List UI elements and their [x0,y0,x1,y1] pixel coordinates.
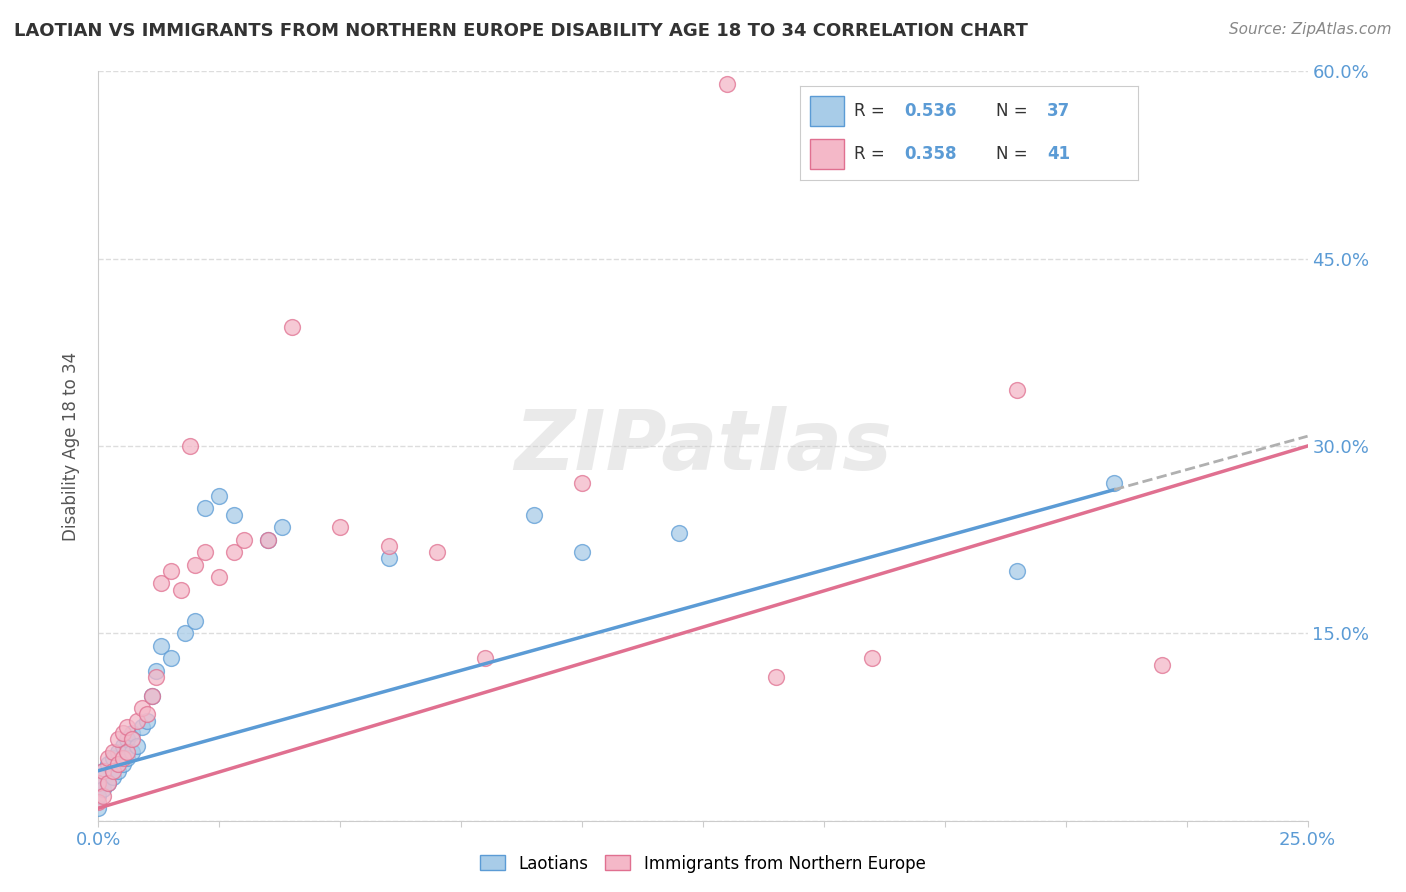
Point [145,664,167,678]
Point [101,764,124,778]
Point [111,751,134,765]
Text: ZIPatlas: ZIPatlas [515,406,891,486]
Point [107,732,129,747]
Point [107,757,129,772]
Point [141,689,163,703]
Point [87,795,110,809]
Point [377,539,399,553]
Text: Source: ZipAtlas.com: Source: ZipAtlas.com [1229,22,1392,37]
Point [1102,476,1125,491]
Point [426,545,449,559]
Y-axis label: Disability Age 18 to 34: Disability Age 18 to 34 [62,351,80,541]
Point [765,670,787,684]
Point [1007,564,1029,578]
Point [716,77,738,91]
Point [101,745,124,759]
Point [271,520,294,534]
Point [179,439,201,453]
Point [232,533,254,547]
Point [97,776,120,790]
Point [97,776,120,790]
Point [222,545,245,559]
Point [145,670,167,684]
Point [91,789,114,803]
Point [668,526,690,541]
Point [256,533,278,547]
Point [87,776,110,790]
Point [141,689,163,703]
Point [107,764,129,778]
Point [87,776,110,790]
Point [860,651,883,665]
Point [184,558,207,572]
Point [169,582,191,597]
Point [121,726,143,740]
Point [111,757,134,772]
Point [127,714,149,728]
Point [208,570,231,584]
Point [160,564,183,578]
Point [281,320,304,334]
Point [160,651,183,665]
Point [91,764,114,778]
Point [131,720,153,734]
Point [184,614,207,628]
Point [571,545,593,559]
Point [135,707,157,722]
Point [91,782,114,797]
Point [208,489,231,503]
Text: LAOTIAN VS IMMIGRANTS FROM NORTHERN EUROPE DISABILITY AGE 18 TO 34 CORRELATION C: LAOTIAN VS IMMIGRANTS FROM NORTHERN EURO… [14,22,1028,40]
Point [87,789,110,803]
Point [101,751,124,765]
Point [131,701,153,715]
Point [127,739,149,753]
Point [150,576,173,591]
Point [329,520,352,534]
Point [571,476,593,491]
Point [117,751,139,765]
Point [1007,383,1029,397]
Point [117,732,139,747]
Point [117,720,139,734]
Point [174,626,197,640]
Point [135,714,157,728]
Point [474,651,496,665]
Point [150,639,173,653]
Point [222,508,245,522]
Point [194,545,217,559]
Point [1152,657,1174,672]
Point [256,533,278,547]
Point [101,770,124,784]
Point [121,745,143,759]
Point [194,501,217,516]
Point [97,757,120,772]
Legend: Laotians, Immigrants from Northern Europe: Laotians, Immigrants from Northern Europ… [474,848,932,880]
Point [111,739,134,753]
Point [121,732,143,747]
Point [97,751,120,765]
Point [111,726,134,740]
Point [117,745,139,759]
Point [377,551,399,566]
Point [107,745,129,759]
Point [87,801,110,815]
Point [91,764,114,778]
Point [523,508,546,522]
